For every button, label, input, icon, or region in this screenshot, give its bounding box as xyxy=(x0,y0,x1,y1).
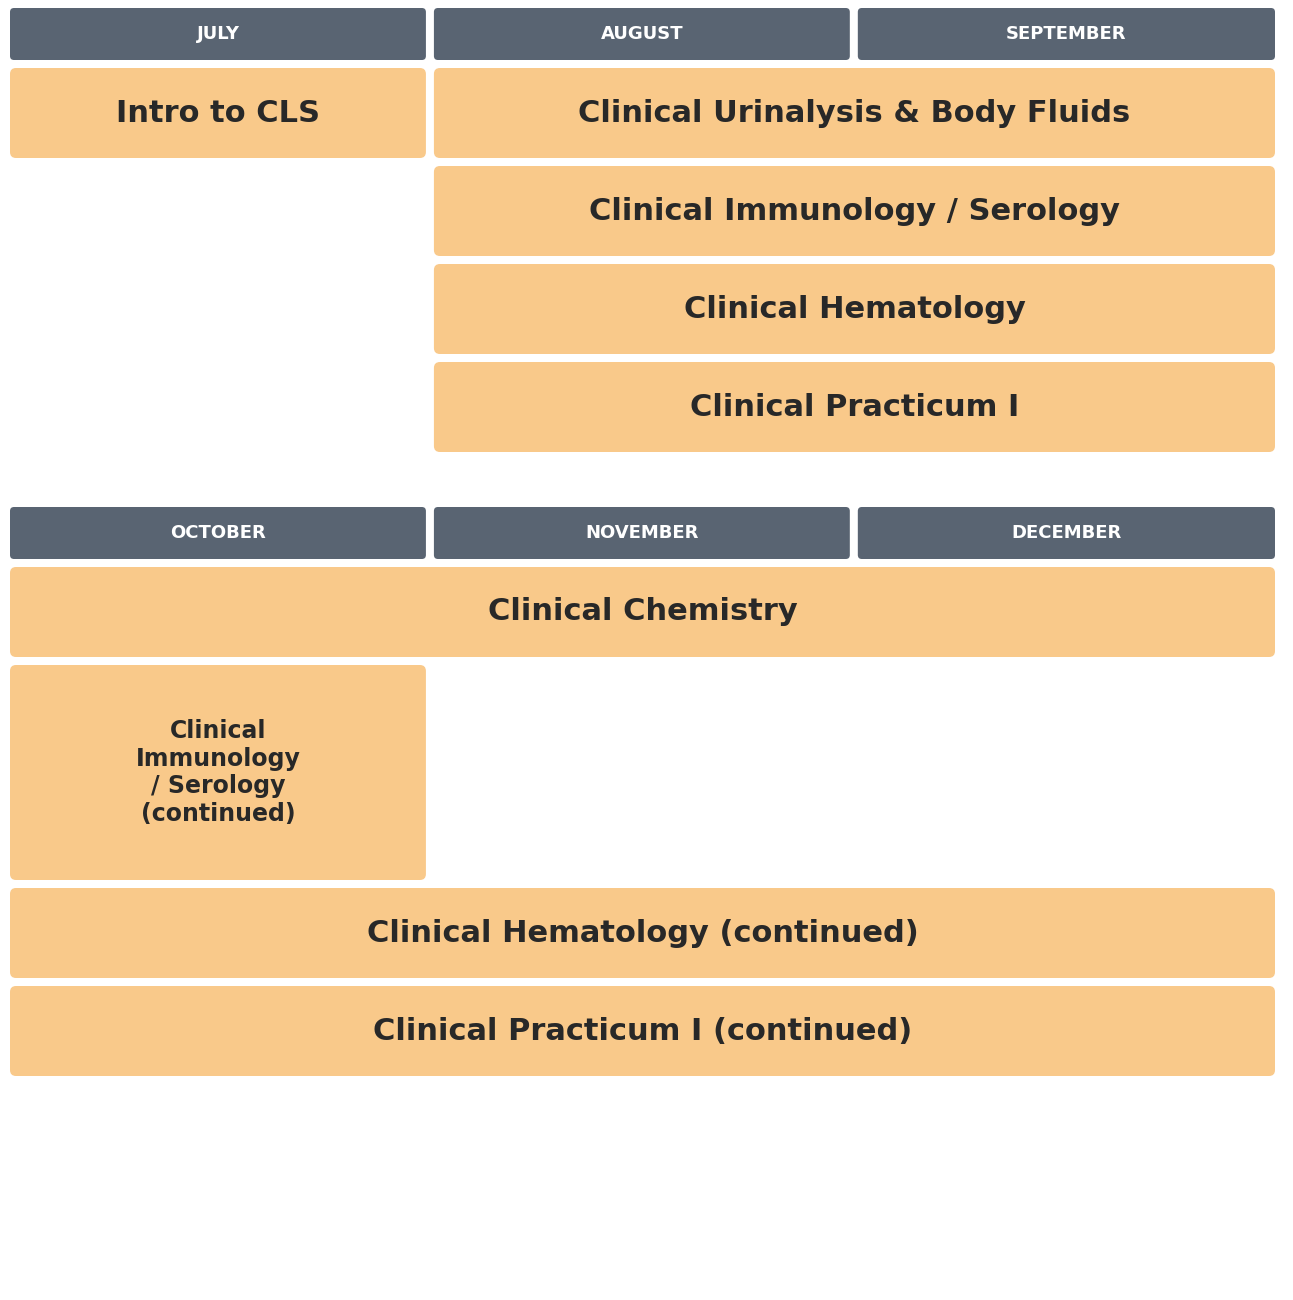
FancyBboxPatch shape xyxy=(10,507,425,559)
FancyBboxPatch shape xyxy=(10,567,1275,656)
Text: Clinical Immunology / Serology: Clinical Immunology / Serology xyxy=(588,196,1120,225)
Text: Clinical Hematology: Clinical Hematology xyxy=(684,295,1025,324)
FancyBboxPatch shape xyxy=(10,68,425,159)
Text: SEPTEMBER: SEPTEMBER xyxy=(1006,25,1126,43)
FancyBboxPatch shape xyxy=(434,507,850,559)
FancyBboxPatch shape xyxy=(857,507,1275,559)
FancyBboxPatch shape xyxy=(10,666,425,880)
FancyBboxPatch shape xyxy=(434,8,850,60)
Text: DECEMBER: DECEMBER xyxy=(1011,524,1121,542)
Text: Clinical Practicum I: Clinical Practicum I xyxy=(689,393,1019,421)
Text: NOVEMBER: NOVEMBER xyxy=(586,524,698,542)
FancyBboxPatch shape xyxy=(434,361,1275,452)
Text: Intro to CLS: Intro to CLS xyxy=(116,99,319,127)
FancyBboxPatch shape xyxy=(434,264,1275,354)
Text: Clinical Chemistry: Clinical Chemistry xyxy=(487,598,798,627)
FancyBboxPatch shape xyxy=(10,985,1275,1076)
FancyBboxPatch shape xyxy=(434,68,1275,159)
Text: Clinical
Immunology
/ Serology
(continued): Clinical Immunology / Serology (continue… xyxy=(136,719,300,827)
Text: JULY: JULY xyxy=(197,25,239,43)
Text: Clinical Urinalysis & Body Fluids: Clinical Urinalysis & Body Fluids xyxy=(578,99,1130,127)
Text: OCTOBER: OCTOBER xyxy=(171,524,266,542)
FancyBboxPatch shape xyxy=(434,166,1275,256)
FancyBboxPatch shape xyxy=(857,8,1275,60)
Text: Clinical Practicum I (continued): Clinical Practicum I (continued) xyxy=(372,1017,912,1045)
FancyBboxPatch shape xyxy=(10,888,1275,978)
Text: Clinical Hematology (continued): Clinical Hematology (continued) xyxy=(367,919,918,948)
Text: AUGUST: AUGUST xyxy=(600,25,683,43)
FancyBboxPatch shape xyxy=(10,8,425,60)
